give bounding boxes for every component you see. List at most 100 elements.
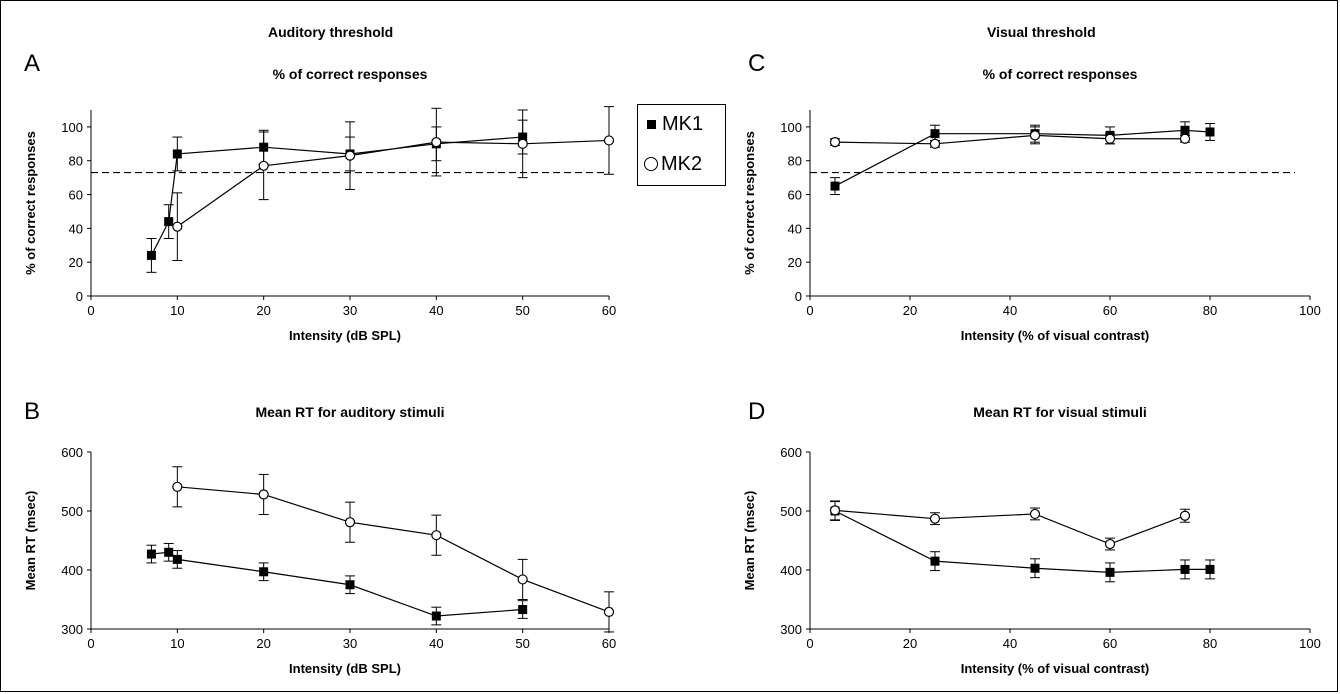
y-axis-label-b: Mean RT (msec) [23, 491, 38, 591]
data-point-mk2-b [603, 606, 615, 617]
y-tick-label-c: 80 [788, 154, 802, 169]
panel-label-c: C [748, 50, 766, 77]
panel-label-b: B [24, 398, 41, 425]
data-point-mk1-b [518, 605, 528, 615]
x-tick-label-b: 30 [343, 636, 357, 651]
y-tick-label-b: 300 [61, 622, 83, 637]
y-axis-label-a: % of correct responses [23, 131, 38, 275]
data-point-mk2-b [172, 481, 183, 492]
y-axis-label-c: % of correct responses [742, 131, 757, 275]
data-point-mk2-b [258, 489, 269, 500]
y-tick-label-d: 600 [780, 445, 802, 460]
data-point-mk1-c [930, 129, 940, 139]
circle-marker-icon [644, 157, 658, 171]
data-point-mk2-c [929, 138, 941, 149]
x-tick-label-a: 40 [429, 303, 443, 318]
y-tick-label-c: 20 [788, 255, 802, 270]
x-tick-label-d: 80 [1203, 636, 1217, 651]
data-point-mk1-b [431, 611, 441, 621]
x-axis-label-b: Intensity (dB SPL) [289, 661, 401, 676]
series-line-mk2-a [176, 139, 610, 228]
data-point-mk2-c [1029, 130, 1041, 141]
data-point-mk2-d [829, 505, 841, 516]
y-tick-label-b: 600 [61, 445, 83, 460]
y-tick-label-d: 300 [780, 622, 802, 637]
series-line-mk1-d [834, 510, 1210, 573]
data-point-mk1-b [345, 580, 355, 590]
y-tick-label-a: 40 [69, 221, 83, 236]
x-tick-label-a: 0 [87, 303, 94, 318]
x-tick-label-a: 10 [170, 303, 184, 318]
panel-label-a: A [24, 50, 41, 77]
data-point-mk2-d [929, 513, 941, 524]
data-point-mk1-c [1205, 127, 1215, 137]
data-point-mk2-c [1179, 133, 1191, 144]
data-point-mk1-a [164, 217, 174, 227]
data-point-mk2-a [172, 221, 183, 232]
data-point-mk2-a [344, 150, 356, 161]
data-point-mk2-b [344, 517, 356, 528]
y-tick-label-a: 20 [69, 255, 83, 270]
x-tick-label-b: 10 [170, 636, 184, 651]
section-title-auditory: Auditory threshold [268, 24, 394, 40]
data-point-mk2-a [431, 137, 442, 148]
data-point-mk1-b [259, 567, 269, 577]
data-point-mk1-b [172, 554, 182, 564]
chart-title-a: % of correct responses [273, 66, 428, 82]
legend-item-mk1: MK1 [644, 110, 703, 138]
legend-item-mk2: MK2 [644, 150, 702, 178]
series-line-mk2-c [834, 134, 1185, 145]
x-axis-label-d: Intensity (% of visual contrast) [961, 661, 1150, 676]
chart-title-b: Mean RT for auditory stimuli [255, 404, 444, 420]
x-tick-label-a: 20 [256, 303, 270, 318]
data-point-mk1-d [1105, 567, 1115, 577]
x-tick-label-b: 0 [87, 636, 94, 651]
legend-label-mk2: MK2 [661, 152, 703, 175]
data-point-mk1-b [164, 547, 174, 557]
y-tick-label-a: 0 [76, 289, 83, 304]
x-tick-label-d: 40 [1003, 636, 1017, 651]
data-point-mk2-c [1104, 133, 1116, 144]
data-point-mk1-d [930, 556, 940, 566]
y-tick-label-c: 0 [795, 289, 802, 304]
data-point-mk1-a [146, 250, 156, 260]
series-line-mk1-b [151, 551, 523, 617]
data-point-mk1-a [172, 149, 182, 159]
y-tick-label-b: 400 [61, 563, 83, 578]
x-tick-label-b: 50 [515, 636, 529, 651]
x-tick-label-b: 60 [602, 636, 616, 651]
y-tick-label-b: 500 [61, 504, 83, 519]
x-tick-label-c: 0 [806, 303, 813, 318]
y-tick-label-c: 60 [788, 188, 802, 203]
x-tick-label-c: 20 [903, 303, 917, 318]
data-point-mk2-a [258, 160, 269, 171]
x-tick-label-a: 30 [343, 303, 357, 318]
x-tick-label-b: 40 [429, 636, 443, 651]
data-point-mk2-b [431, 530, 442, 541]
x-tick-label-d: 100 [1299, 636, 1321, 651]
data-point-mk1-c [1180, 125, 1190, 135]
chart-title-d: Mean RT for visual stimuli [973, 404, 1146, 420]
y-tick-label-a: 80 [69, 154, 83, 169]
x-tick-label-d: 20 [903, 636, 917, 651]
x-tick-label-c: 40 [1003, 303, 1017, 318]
data-point-mk1-b [146, 549, 156, 559]
data-point-mk2-d [1029, 508, 1041, 520]
x-tick-label-b: 20 [256, 636, 270, 651]
x-tick-label-a: 60 [602, 303, 616, 318]
series-line-mk1-a [150, 136, 523, 256]
x-axis-label-c: Intensity (% of visual contrast) [961, 328, 1150, 343]
data-point-mk2-a [603, 135, 615, 146]
y-tick-label-d: 400 [780, 563, 802, 578]
x-tick-label-c: 60 [1103, 303, 1117, 318]
x-tick-label-d: 60 [1103, 636, 1117, 651]
panel-label-d: D [748, 398, 766, 425]
square-marker-icon [647, 119, 656, 129]
x-tick-label-d: 0 [806, 636, 813, 651]
y-tick-label-a: 60 [69, 188, 83, 203]
data-point-mk2-d [1179, 510, 1191, 521]
chart-title-c: % of correct responses [983, 66, 1138, 82]
series-line-mk2-d [834, 509, 1186, 545]
